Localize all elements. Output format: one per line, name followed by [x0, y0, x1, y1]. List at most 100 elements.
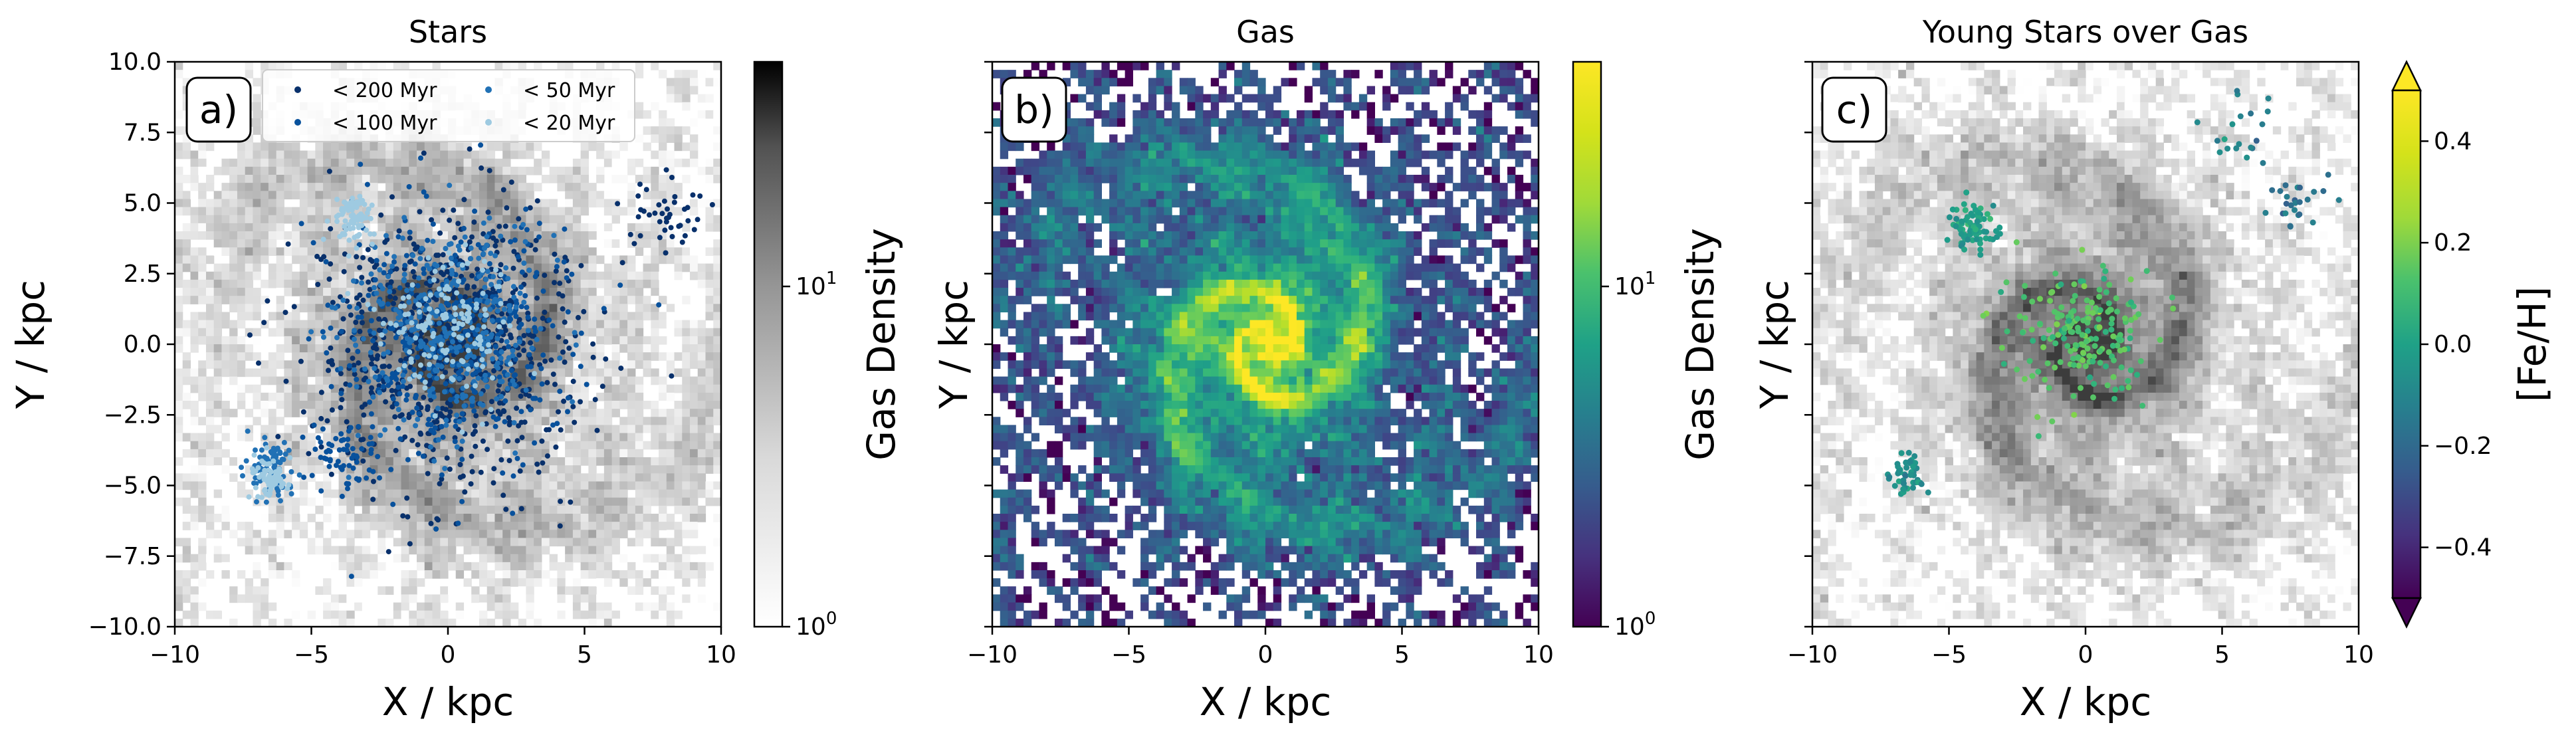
heatmap-cell — [362, 570, 371, 579]
heatmap-cell — [674, 78, 683, 87]
heatmap-cell — [229, 255, 238, 265]
heatmap-cell — [690, 142, 698, 152]
heatmap-cell — [330, 401, 340, 409]
heatmap-cell — [643, 465, 651, 474]
heatmap-cell — [315, 360, 324, 370]
heatmap-cell — [510, 199, 519, 208]
heatmap-cell — [307, 409, 316, 417]
heatmap-cell — [292, 433, 300, 442]
heatmap-cell — [401, 578, 409, 587]
heatmap-cell — [674, 401, 683, 409]
heatmap-cell — [588, 296, 597, 304]
heatmap-cell — [510, 465, 519, 474]
star-point — [399, 412, 405, 418]
heatmap-cell — [526, 296, 534, 304]
heatmap-cell — [682, 392, 691, 401]
star-point — [511, 249, 517, 255]
heatmap-cell — [409, 142, 417, 152]
heatmap-cell — [448, 158, 457, 167]
heatmap-cell — [346, 497, 355, 506]
heatmap-cell — [596, 166, 605, 175]
heatmap-cell — [315, 376, 324, 385]
heatmap-cell — [190, 263, 199, 272]
heatmap-cell — [338, 473, 347, 482]
heatmap-cell — [261, 207, 269, 216]
heatmap-cell — [572, 279, 582, 288]
heatmap-cell — [713, 263, 721, 272]
heatmap-cell — [549, 465, 558, 474]
star-point — [357, 328, 363, 334]
heatmap-cell — [596, 328, 605, 337]
heatmap-cell — [541, 538, 550, 547]
star-point — [359, 309, 365, 315]
heatmap-cell — [580, 441, 589, 450]
heatmap-cell — [713, 481, 721, 490]
heatmap-cell — [713, 247, 721, 257]
heatmap-cell — [455, 207, 465, 216]
heatmap-cell — [494, 142, 503, 152]
heatmap-cell — [175, 425, 183, 434]
heatmap-cell — [526, 425, 534, 434]
heatmap-cell — [198, 199, 207, 208]
heatmap-cell — [549, 392, 558, 401]
heatmap-cell — [526, 231, 534, 240]
star-point — [627, 231, 633, 237]
star-point — [455, 520, 461, 526]
star-point — [323, 259, 329, 265]
heatmap-cell — [299, 247, 308, 257]
heatmap-cell — [455, 166, 465, 175]
heatmap-cell — [565, 368, 574, 377]
heatmap-cell — [323, 142, 332, 152]
heatmap-cell — [268, 546, 277, 555]
heatmap-cell — [572, 223, 582, 232]
heatmap-cell — [330, 239, 340, 248]
heatmap-cell — [588, 514, 597, 522]
heatmap-cell — [580, 344, 589, 353]
heatmap-cell — [572, 288, 582, 296]
heatmap-cell — [572, 497, 582, 506]
heatmap-cell — [261, 594, 269, 603]
star-point — [415, 451, 421, 457]
star-point — [663, 219, 669, 225]
heatmap-cell — [307, 166, 316, 175]
heatmap-cell — [651, 231, 659, 240]
star-point — [554, 421, 560, 427]
star-point — [515, 254, 521, 260]
heatmap-cell — [518, 360, 527, 370]
heatmap-cell — [518, 578, 527, 587]
star-point — [473, 429, 478, 435]
heatmap-cell — [666, 610, 675, 619]
heatmap-cell — [362, 514, 371, 522]
heatmap-cell — [315, 304, 324, 313]
star-point — [383, 399, 389, 405]
heatmap-cell — [268, 158, 277, 167]
heatmap-cell — [674, 417, 683, 426]
heatmap-cell — [338, 175, 347, 183]
star-point — [471, 389, 477, 395]
heatmap-cell — [182, 231, 191, 240]
heatmap-cell — [276, 199, 284, 208]
heatmap-cell — [393, 183, 402, 191]
heatmap-cell — [666, 618, 675, 627]
heatmap-cell — [549, 497, 558, 506]
star-point — [328, 471, 334, 477]
heatmap-cell — [666, 86, 675, 95]
heatmap-cell — [198, 263, 207, 272]
heatmap-cell — [549, 336, 558, 345]
star-point — [532, 440, 538, 446]
heatmap-cell — [338, 352, 347, 361]
heatmap-cell — [588, 344, 597, 353]
star-point — [376, 316, 382, 322]
star-point — [457, 294, 463, 300]
star-point — [568, 499, 574, 505]
heatmap-cell — [385, 441, 394, 450]
star-point — [557, 280, 563, 286]
heatmap-cell — [370, 570, 378, 579]
heatmap-cell — [346, 175, 355, 183]
heatmap-cell — [299, 384, 308, 393]
heatmap-cell — [682, 376, 691, 385]
heatmap-cell — [362, 602, 371, 611]
heatmap-cell — [221, 344, 230, 353]
star-point — [525, 314, 531, 320]
heatmap-cell — [580, 433, 589, 442]
